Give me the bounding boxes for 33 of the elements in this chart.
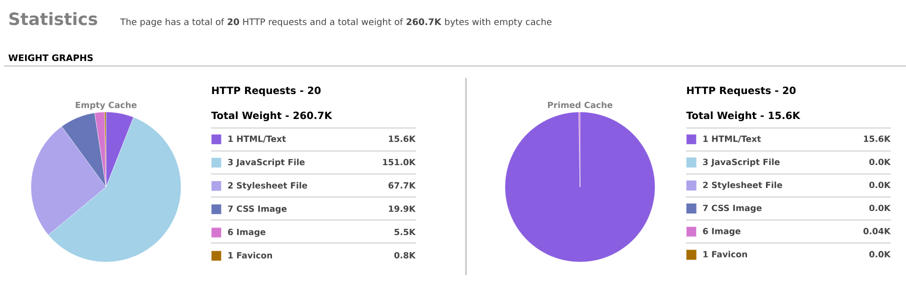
data-label: 15.6K bbox=[864, 136, 891, 142]
data-label: 5.5K bbox=[394, 228, 416, 236]
legend-label: 3 JavaScript File bbox=[703, 158, 780, 167]
data-label: 0.04K bbox=[863, 228, 891, 234]
legend-label: 3 JavaScript File bbox=[228, 158, 305, 167]
legend-label: 1 HTML/Text bbox=[228, 136, 286, 143]
text: Statistics bbox=[9, 12, 98, 26]
text: HTTP Requests - 20 bbox=[687, 86, 796, 96]
text: Total Weight - 15.6K bbox=[686, 111, 800, 122]
legend-label: 7 CSS Image bbox=[228, 205, 287, 214]
data-label: 151.0K bbox=[383, 158, 416, 166]
chart-title: Primed Cache bbox=[548, 102, 612, 108]
legend-label: 1 Favicon bbox=[703, 250, 748, 258]
text: WEIGHT GRAPHS bbox=[8, 54, 93, 62]
data-label: 19.9K bbox=[389, 205, 416, 212]
legend-label: 1 HTML/Text bbox=[703, 136, 761, 143]
text: 0.0K bbox=[869, 182, 891, 188]
legend-label: 1 Favicon bbox=[228, 252, 272, 258]
text: 0.0K bbox=[869, 251, 891, 258]
data-label: 67.7K bbox=[388, 182, 416, 189]
text: The page has a total of 20 HTTP requests and a total weight of 260.7K bytes with empty cache bbox=[120, 18, 552, 27]
legend-label: 2 Stylesheet File bbox=[228, 182, 308, 190]
legend-label: 6 Image bbox=[228, 228, 266, 237]
text: 0.0K bbox=[869, 204, 891, 212]
data-label: 0.8K bbox=[394, 252, 416, 258]
legend-label: 6 Image bbox=[703, 228, 740, 236]
legend-label: 2 Stylesheet File bbox=[703, 182, 782, 190]
chart-title: Empty Cache bbox=[76, 102, 137, 110]
text: 0.0K bbox=[869, 158, 891, 166]
text: HTTP Requests - 20 bbox=[212, 86, 321, 96]
text: Total Weight - 260.7K bbox=[211, 111, 332, 122]
legend-label: 7 CSS Image bbox=[703, 204, 762, 213]
data-label: 15.6K bbox=[389, 136, 416, 142]
